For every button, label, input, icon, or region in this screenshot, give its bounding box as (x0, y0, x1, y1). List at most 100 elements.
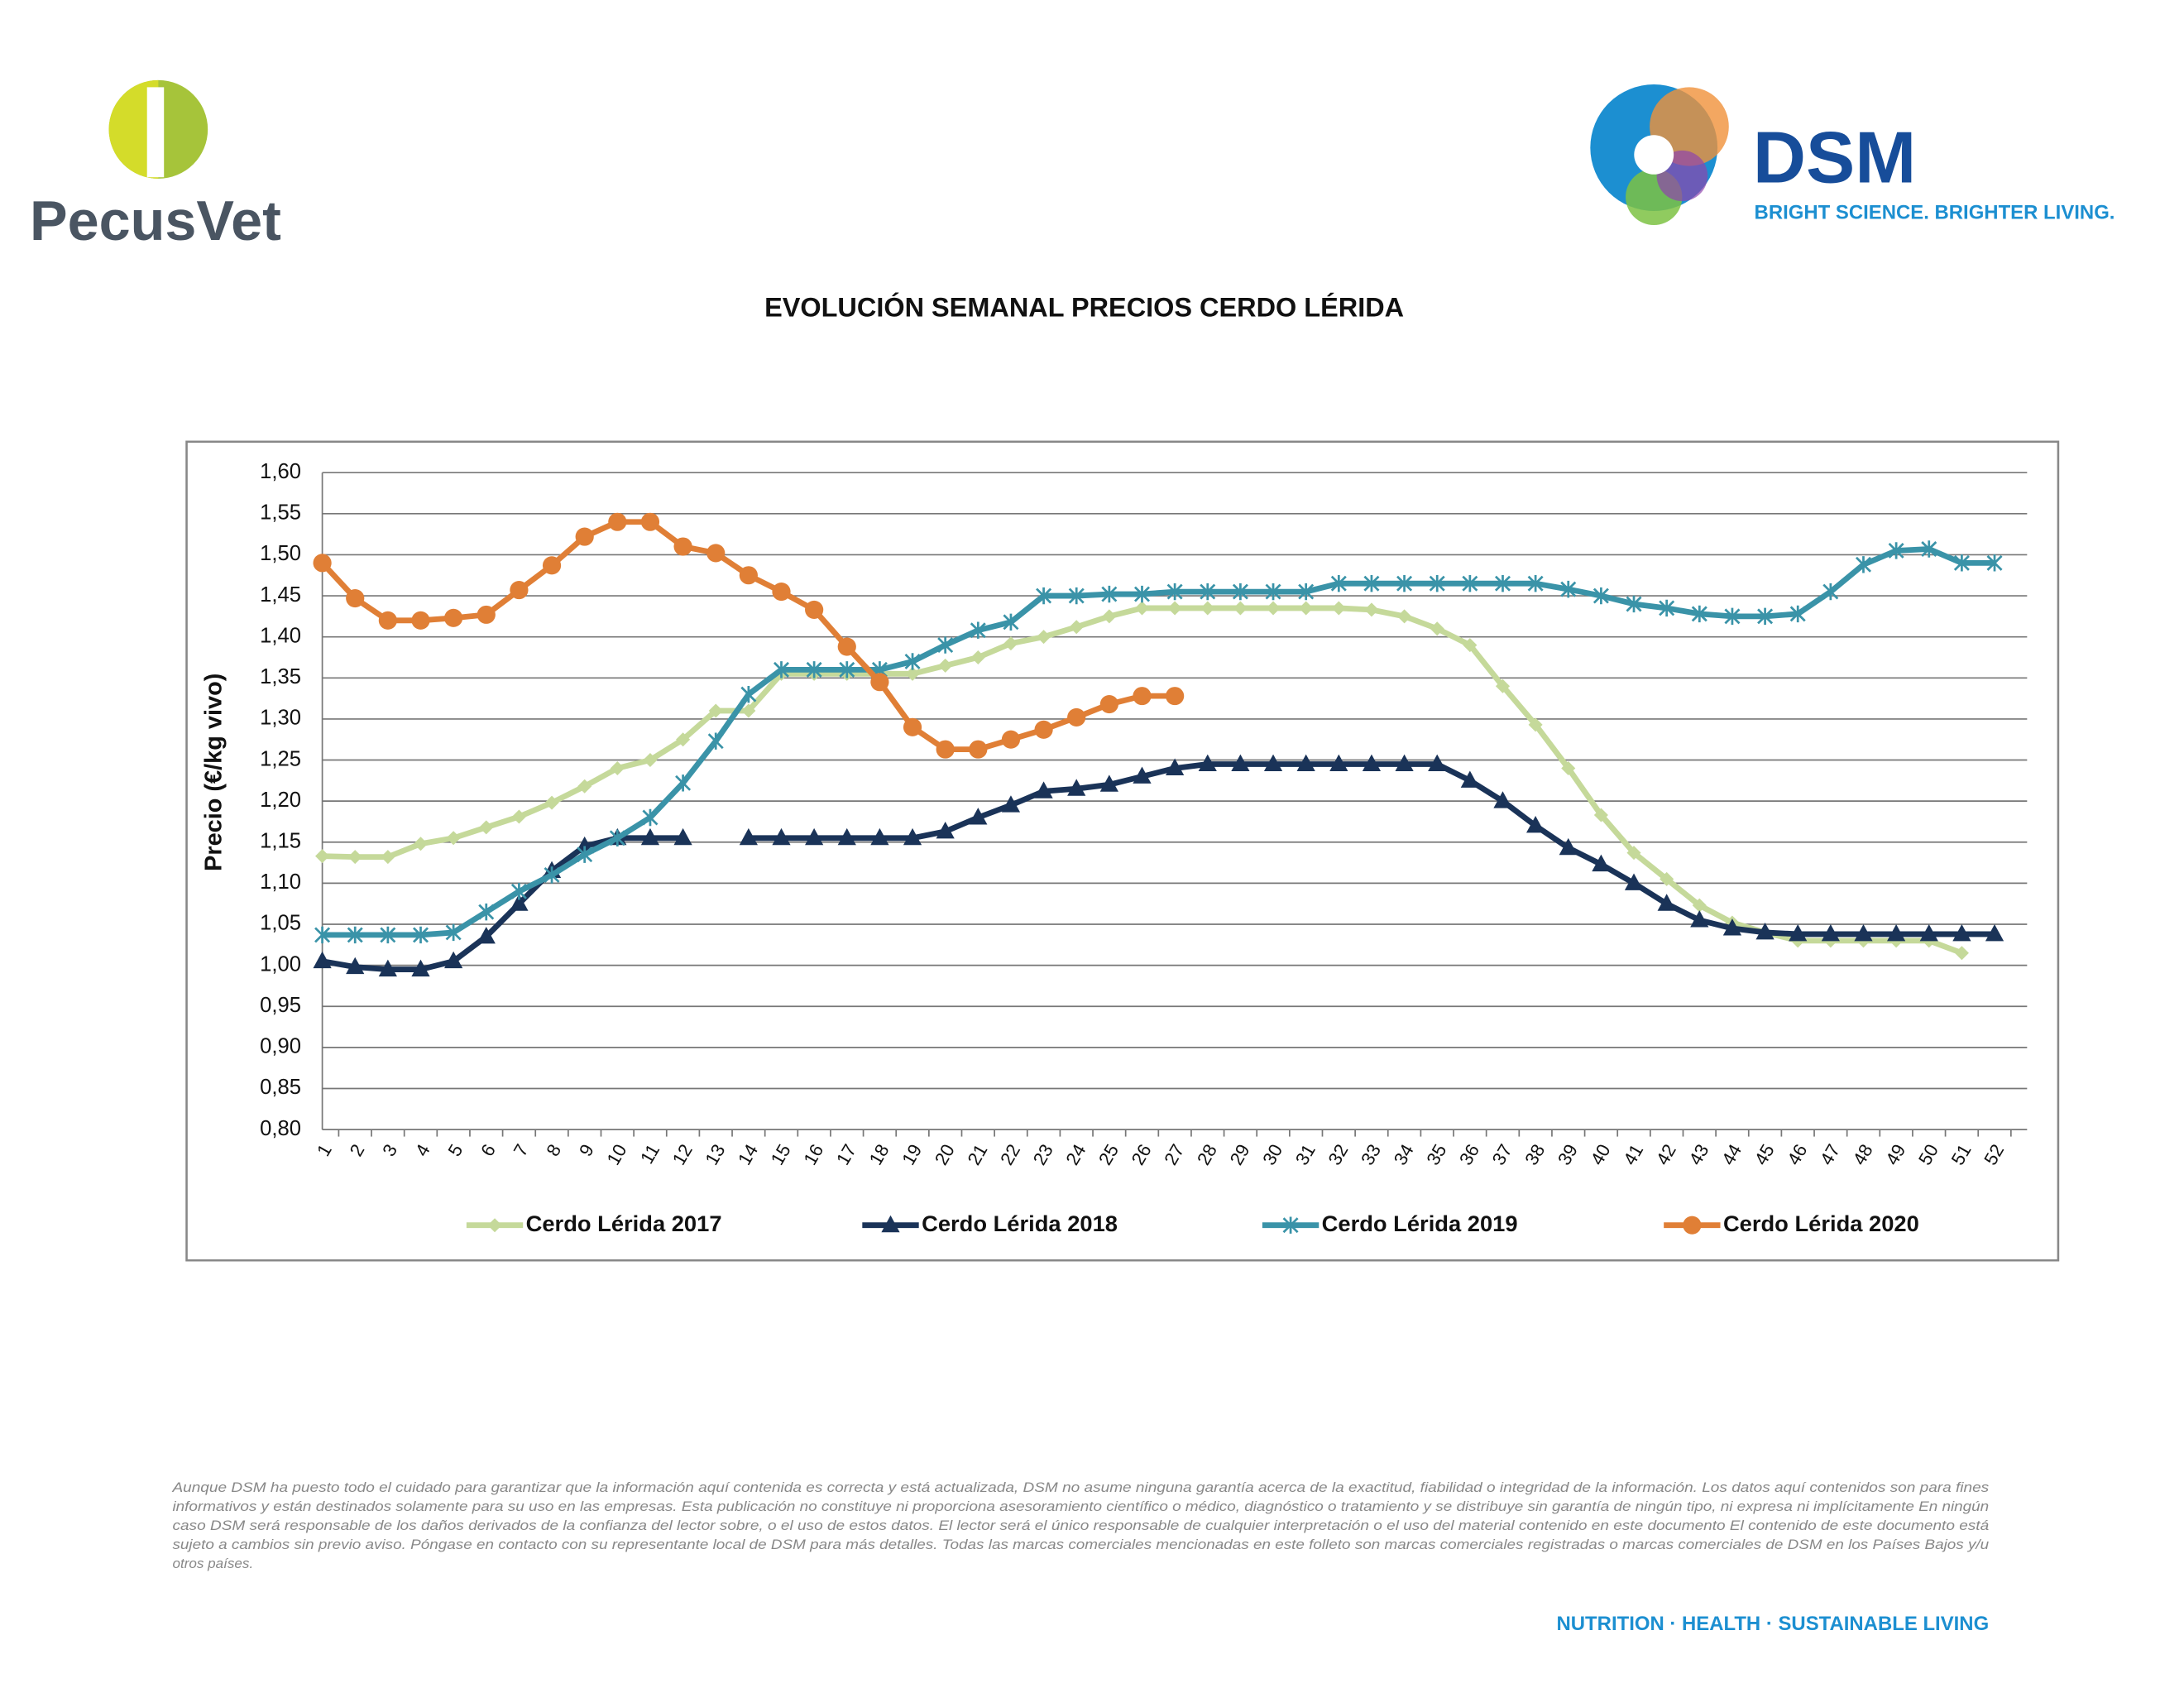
y-tick-label: 0,85 (260, 1076, 301, 1099)
marker (1592, 854, 1611, 872)
marker (969, 740, 988, 759)
y-tick-label: 1,00 (260, 952, 301, 976)
dsm-name: DSM (1753, 117, 1916, 199)
x-tick-label: 26 (1128, 1140, 1156, 1168)
marker (1198, 754, 1217, 771)
disclaimer: Aunque DSM ha puesto todo el cuidado par… (171, 1479, 1989, 1571)
marker (1396, 574, 1413, 592)
marker (1757, 607, 1774, 626)
y-tick-label: 1,20 (260, 789, 301, 812)
x-tick-label: 47 (1816, 1140, 1844, 1168)
marker (708, 703, 723, 718)
marker (1624, 873, 1644, 890)
x-tick-label: 41 (1619, 1140, 1647, 1168)
marker (1985, 924, 2004, 942)
x-tick-label: 2 (346, 1140, 369, 1159)
x-tick-label: 25 (1094, 1140, 1123, 1168)
x-tick-label: 13 (701, 1140, 729, 1168)
marker (1231, 754, 1250, 771)
x-tick-label: 31 (1291, 1140, 1320, 1168)
marker (1526, 816, 1545, 833)
marker (1329, 754, 1348, 771)
marker (707, 732, 724, 750)
y-tick-label: 1,60 (260, 460, 301, 483)
x-tick-label: 35 (1422, 1140, 1450, 1168)
marker (413, 837, 429, 851)
marker (347, 926, 363, 944)
marker (1888, 542, 1904, 559)
marker (772, 583, 791, 602)
marker (542, 556, 562, 575)
marker (609, 829, 625, 847)
y-tick-label: 1,15 (260, 830, 301, 853)
marker (938, 658, 953, 673)
marker (446, 831, 461, 846)
marker (739, 827, 758, 846)
marker (1001, 795, 1021, 813)
y-tick-label: 1,25 (260, 747, 301, 770)
marker (544, 795, 559, 810)
x-tick-label: 12 (668, 1140, 697, 1168)
x-tick-label: 20 (931, 1140, 959, 1168)
marker (444, 951, 463, 969)
x-tick-label: 23 (1029, 1140, 1057, 1168)
x-tick-label: 34 (1390, 1140, 1418, 1168)
x-tick-label: 50 (1914, 1140, 1942, 1168)
marker (411, 959, 430, 977)
marker (739, 566, 758, 585)
marker (1397, 609, 1412, 624)
marker (673, 827, 692, 846)
marker (1854, 924, 1873, 942)
marker (1265, 583, 1281, 601)
marker (1821, 924, 1840, 942)
x-tick-label: 46 (1783, 1140, 1811, 1168)
marker (1298, 583, 1315, 601)
marker (1919, 924, 1938, 942)
y-tick-label: 1,40 (260, 624, 301, 647)
marker (676, 732, 691, 747)
dsm-tagline: BRIGHT SCIENCE. BRIGHTER LIVING. (1755, 202, 2115, 224)
x-tick-label: 14 (734, 1140, 762, 1168)
marker (881, 1215, 900, 1233)
marker (1364, 602, 1379, 617)
x-tick-label: 30 (1258, 1140, 1286, 1168)
marker (839, 661, 855, 679)
x-tick-label: 22 (996, 1140, 1024, 1168)
marker (1037, 630, 1051, 645)
marker (1463, 638, 1478, 653)
x-tick-label: 45 (1751, 1140, 1779, 1168)
marker (773, 661, 790, 679)
marker (837, 637, 856, 656)
marker (673, 537, 692, 556)
marker (903, 717, 922, 736)
marker (1001, 730, 1021, 749)
marker (904, 653, 921, 670)
x-tick-label: 24 (1061, 1140, 1090, 1168)
marker (1561, 760, 1576, 775)
legend-label: Cerdo Lérida 2020 (1723, 1211, 1919, 1236)
marker (1789, 605, 1806, 623)
marker (1952, 924, 1971, 942)
x-tick-label: 37 (1488, 1140, 1516, 1168)
marker (1462, 574, 1478, 592)
marker (1003, 636, 1018, 651)
marker (1429, 574, 1445, 592)
marker (1822, 583, 1839, 601)
marker (575, 527, 594, 546)
y-tick-label: 0,90 (260, 1035, 301, 1058)
marker (1330, 574, 1347, 592)
marker (969, 808, 988, 825)
marker (1626, 595, 1642, 613)
y-tick-label: 1,45 (260, 583, 301, 607)
x-tick-label: 4 (411, 1140, 434, 1159)
marker (640, 512, 660, 531)
marker (577, 779, 592, 794)
marker (1659, 599, 1675, 617)
y-tick-label: 1,30 (260, 707, 301, 730)
y-tick-label: 1,10 (260, 870, 301, 894)
legend-label: Cerdo Lérida 2019 (1322, 1211, 1518, 1236)
marker (936, 740, 955, 759)
chart-frame (185, 440, 2060, 1262)
marker (675, 774, 692, 792)
y-tick-label: 1,50 (260, 542, 301, 565)
